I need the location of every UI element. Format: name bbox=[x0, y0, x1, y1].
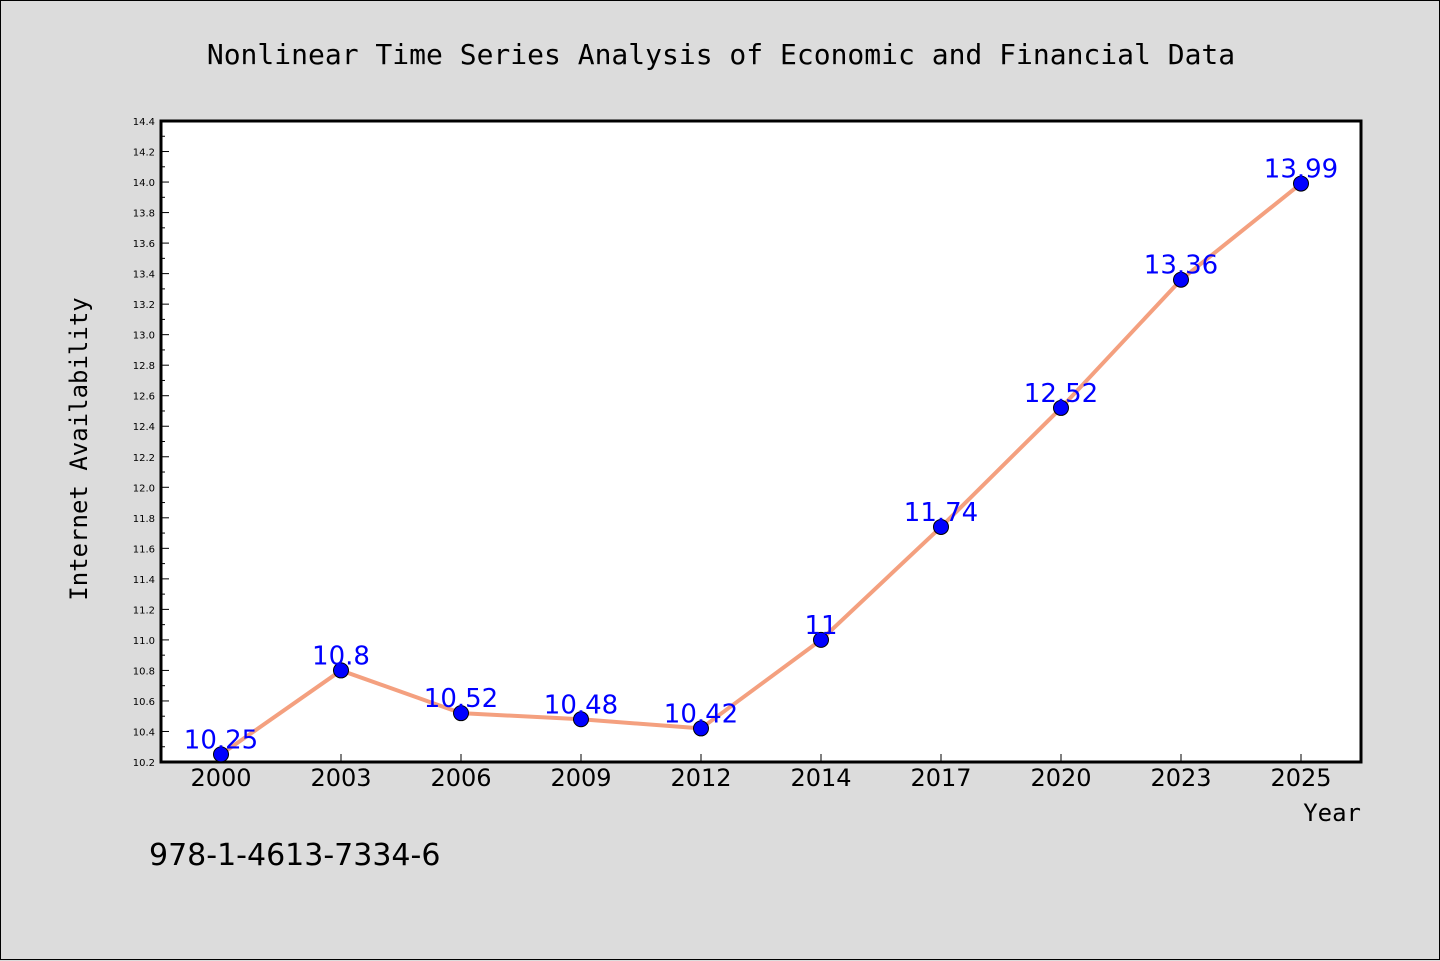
x-tick-label: 2014 bbox=[790, 764, 851, 792]
x-tick-label: 2003 bbox=[310, 764, 371, 792]
x-tick-label: 2000 bbox=[190, 764, 251, 792]
y-tick-label: 10.4 bbox=[133, 727, 155, 738]
y-tick-label: 10.2 bbox=[133, 758, 155, 769]
data-point bbox=[213, 746, 229, 763]
y-tick-label: 14.4 bbox=[133, 117, 155, 128]
data-point bbox=[813, 631, 829, 648]
x-tick-label: 2023 bbox=[1150, 764, 1211, 792]
y-tick-label: 11.6 bbox=[133, 544, 155, 555]
plot-area bbox=[159, 119, 1363, 764]
y-tick-label: 12.0 bbox=[133, 483, 155, 494]
y-tick-label: 13.2 bbox=[133, 300, 155, 311]
y-tick-label: 12.8 bbox=[133, 361, 155, 372]
series-path bbox=[219, 182, 1303, 757]
data-label: 10.25 bbox=[184, 725, 258, 755]
y-tick-label: 13.4 bbox=[133, 270, 155, 281]
data-point bbox=[333, 662, 349, 679]
y-tick-label: 10.6 bbox=[133, 697, 155, 708]
data-point bbox=[573, 711, 589, 728]
y-tick-label: 14.0 bbox=[133, 178, 155, 189]
y-tick-label: 13.8 bbox=[133, 209, 155, 220]
data-point bbox=[1293, 175, 1309, 192]
x-tick-label: 2017 bbox=[910, 764, 971, 792]
data-label: 13.99 bbox=[1264, 155, 1338, 185]
x-axis-label: Year bbox=[1303, 799, 1361, 827]
y-tick-label: 11.0 bbox=[133, 636, 155, 647]
isbn-text: 978-1-4613-7334-6 bbox=[149, 838, 440, 873]
y-tick-label: 10.8 bbox=[133, 666, 155, 677]
y-tick-label: 13.0 bbox=[133, 331, 155, 342]
data-label: 10.8 bbox=[312, 641, 370, 671]
y-tick-label: 12.6 bbox=[133, 392, 155, 403]
y-tick-label: 12.2 bbox=[133, 453, 155, 464]
x-tick-label: 2006 bbox=[430, 764, 491, 792]
data-label: 13.36 bbox=[1144, 251, 1218, 281]
x-tick-label: 2025 bbox=[1270, 764, 1331, 792]
x-tick-label: 2009 bbox=[550, 764, 611, 792]
x-axis: 2000 2003 2006 2009 2012 2014 2017 2020 2023 2025 bbox=[190, 754, 1332, 792]
y-tick-label: 11.8 bbox=[133, 514, 155, 525]
data-label: 12.52 bbox=[1024, 379, 1098, 409]
y-tick-label: 13.6 bbox=[133, 239, 155, 250]
data-point bbox=[453, 705, 469, 722]
data-label: 11.74 bbox=[904, 498, 978, 528]
data-label: 10.42 bbox=[664, 699, 738, 729]
data-point bbox=[933, 518, 949, 535]
chart-title: Nonlinear Time Series Analysis of Econom… bbox=[207, 38, 1235, 71]
y-axis-label: Internet Availability bbox=[65, 297, 93, 600]
data-point bbox=[1173, 271, 1189, 288]
x-tick-label: 2020 bbox=[1030, 764, 1091, 792]
y-tick-label: 11.4 bbox=[133, 575, 155, 586]
data-label: 10.52 bbox=[424, 684, 498, 714]
y-tick-label: 14.2 bbox=[133, 148, 155, 159]
data-label: 11 bbox=[804, 611, 837, 641]
y-tick-label: 11.2 bbox=[133, 605, 155, 616]
y-tick-label: 12.4 bbox=[133, 422, 155, 433]
x-tick-label: 2012 bbox=[670, 764, 731, 792]
series-line bbox=[213, 175, 1309, 763]
data-point bbox=[693, 720, 709, 737]
data-label: 10.48 bbox=[544, 690, 618, 720]
data-point bbox=[1053, 399, 1069, 416]
y-axis: 10.2 10.4 10.6 10.8 11.0 11.2 11.4 11.6 11.8 12.0… bbox=[133, 117, 169, 769]
data-labels: 10.25 10.8 10.52 10.48 10.42 11 11.74 12.52 13.3… bbox=[184, 155, 1338, 756]
